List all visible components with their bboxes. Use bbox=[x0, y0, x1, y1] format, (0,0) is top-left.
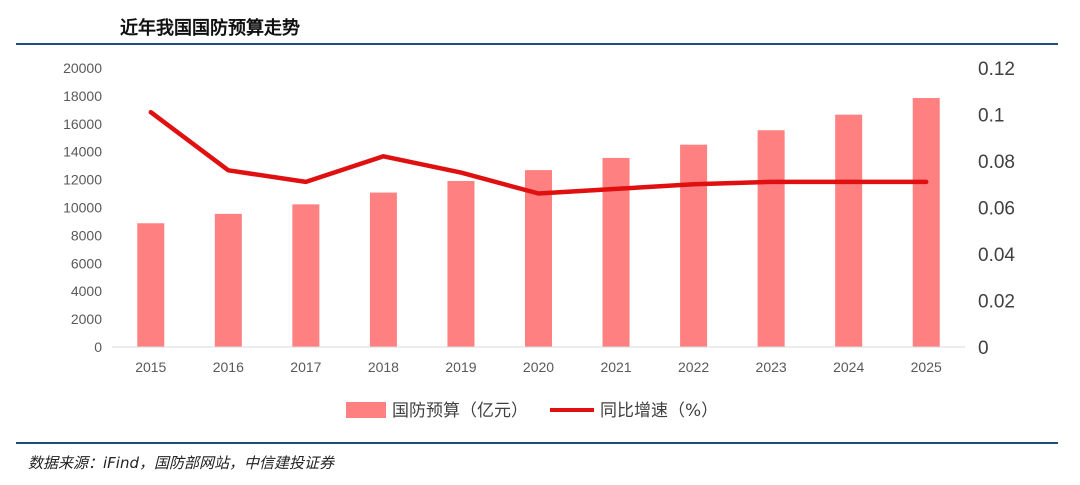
bar-2015 bbox=[137, 223, 165, 347]
left-tick-label: 10000 bbox=[63, 200, 102, 216]
bar-2024 bbox=[835, 114, 863, 347]
bar-2018 bbox=[369, 192, 397, 347]
left-axis-ticks: 0 2000 4000 6000 8000 10000 12000 14000 16000 180… bbox=[63, 60, 102, 355]
x-tick-label: 2019 bbox=[445, 359, 476, 375]
chart-area: 0 2000 4000 6000 8000 10000 12000 14000 16000 180… bbox=[63, 59, 1015, 421]
left-tick-label: 14000 bbox=[63, 144, 102, 160]
source-note: 数据来源：iFind，国防部网站，中信建投证券 bbox=[28, 454, 334, 472]
legend-label-budget: 国防预算（亿元） bbox=[392, 401, 528, 421]
bar-2016 bbox=[214, 213, 242, 347]
x-tick-label: 2023 bbox=[756, 359, 787, 375]
bottom-divider bbox=[16, 442, 1058, 444]
left-tick-label: 12000 bbox=[63, 172, 102, 188]
left-tick-label: 8000 bbox=[71, 227, 102, 243]
right-tick-label: 0.06 bbox=[978, 199, 1015, 220]
left-tick-label: 0 bbox=[94, 339, 102, 355]
left-tick-label: 16000 bbox=[63, 116, 102, 132]
right-tick-label: 0.12 bbox=[978, 59, 1015, 80]
bar-2023 bbox=[757, 130, 785, 347]
left-tick-label: 4000 bbox=[71, 283, 102, 299]
bar-2019 bbox=[447, 181, 475, 347]
right-tick-label: 0 bbox=[978, 338, 989, 359]
bar-2017 bbox=[292, 204, 320, 347]
chart-title: 近年我国国防预算走势 bbox=[120, 18, 300, 39]
right-tick-label: 0.04 bbox=[978, 245, 1015, 266]
bar-series bbox=[137, 98, 940, 347]
right-axis-ticks: 0 0.02 0.04 0.06 0.08 0.1 0.12 bbox=[978, 59, 1015, 359]
bar-2025 bbox=[912, 98, 940, 347]
x-tick-label: 2020 bbox=[523, 359, 554, 375]
legend-label-growth: 同比增速（%） bbox=[600, 401, 718, 421]
line-series bbox=[148, 109, 929, 196]
right-tick-label: 0.02 bbox=[978, 292, 1015, 313]
legend-swatch-budget bbox=[346, 402, 386, 418]
top-divider bbox=[16, 43, 1058, 45]
x-tick-label: 2024 bbox=[833, 359, 864, 375]
x-tick-label: 2017 bbox=[290, 359, 321, 375]
left-tick-label: 18000 bbox=[63, 88, 102, 104]
bar-2020 bbox=[525, 170, 552, 347]
x-tick-label: 2015 bbox=[135, 359, 166, 375]
x-tick-label: 2016 bbox=[213, 359, 244, 375]
x-tick-label: 2025 bbox=[911, 359, 942, 375]
left-tick-label: 6000 bbox=[71, 255, 102, 271]
right-tick-label: 0.08 bbox=[978, 152, 1015, 173]
left-tick-label: 20000 bbox=[63, 60, 102, 76]
x-axis-ticks: 2015 2016 2017 2018 2019 2020 2021 2022 2023 2024… bbox=[135, 359, 942, 375]
bar-2022 bbox=[680, 144, 708, 347]
left-tick-label: 2000 bbox=[71, 311, 102, 327]
right-tick-label: 0.1 bbox=[978, 106, 1004, 127]
x-tick-label: 2022 bbox=[678, 359, 709, 375]
legend: 国防预算（亿元） 同比增速（%） bbox=[346, 401, 718, 421]
x-tick-label: 2018 bbox=[368, 359, 399, 375]
x-tick-label: 2021 bbox=[600, 359, 631, 375]
